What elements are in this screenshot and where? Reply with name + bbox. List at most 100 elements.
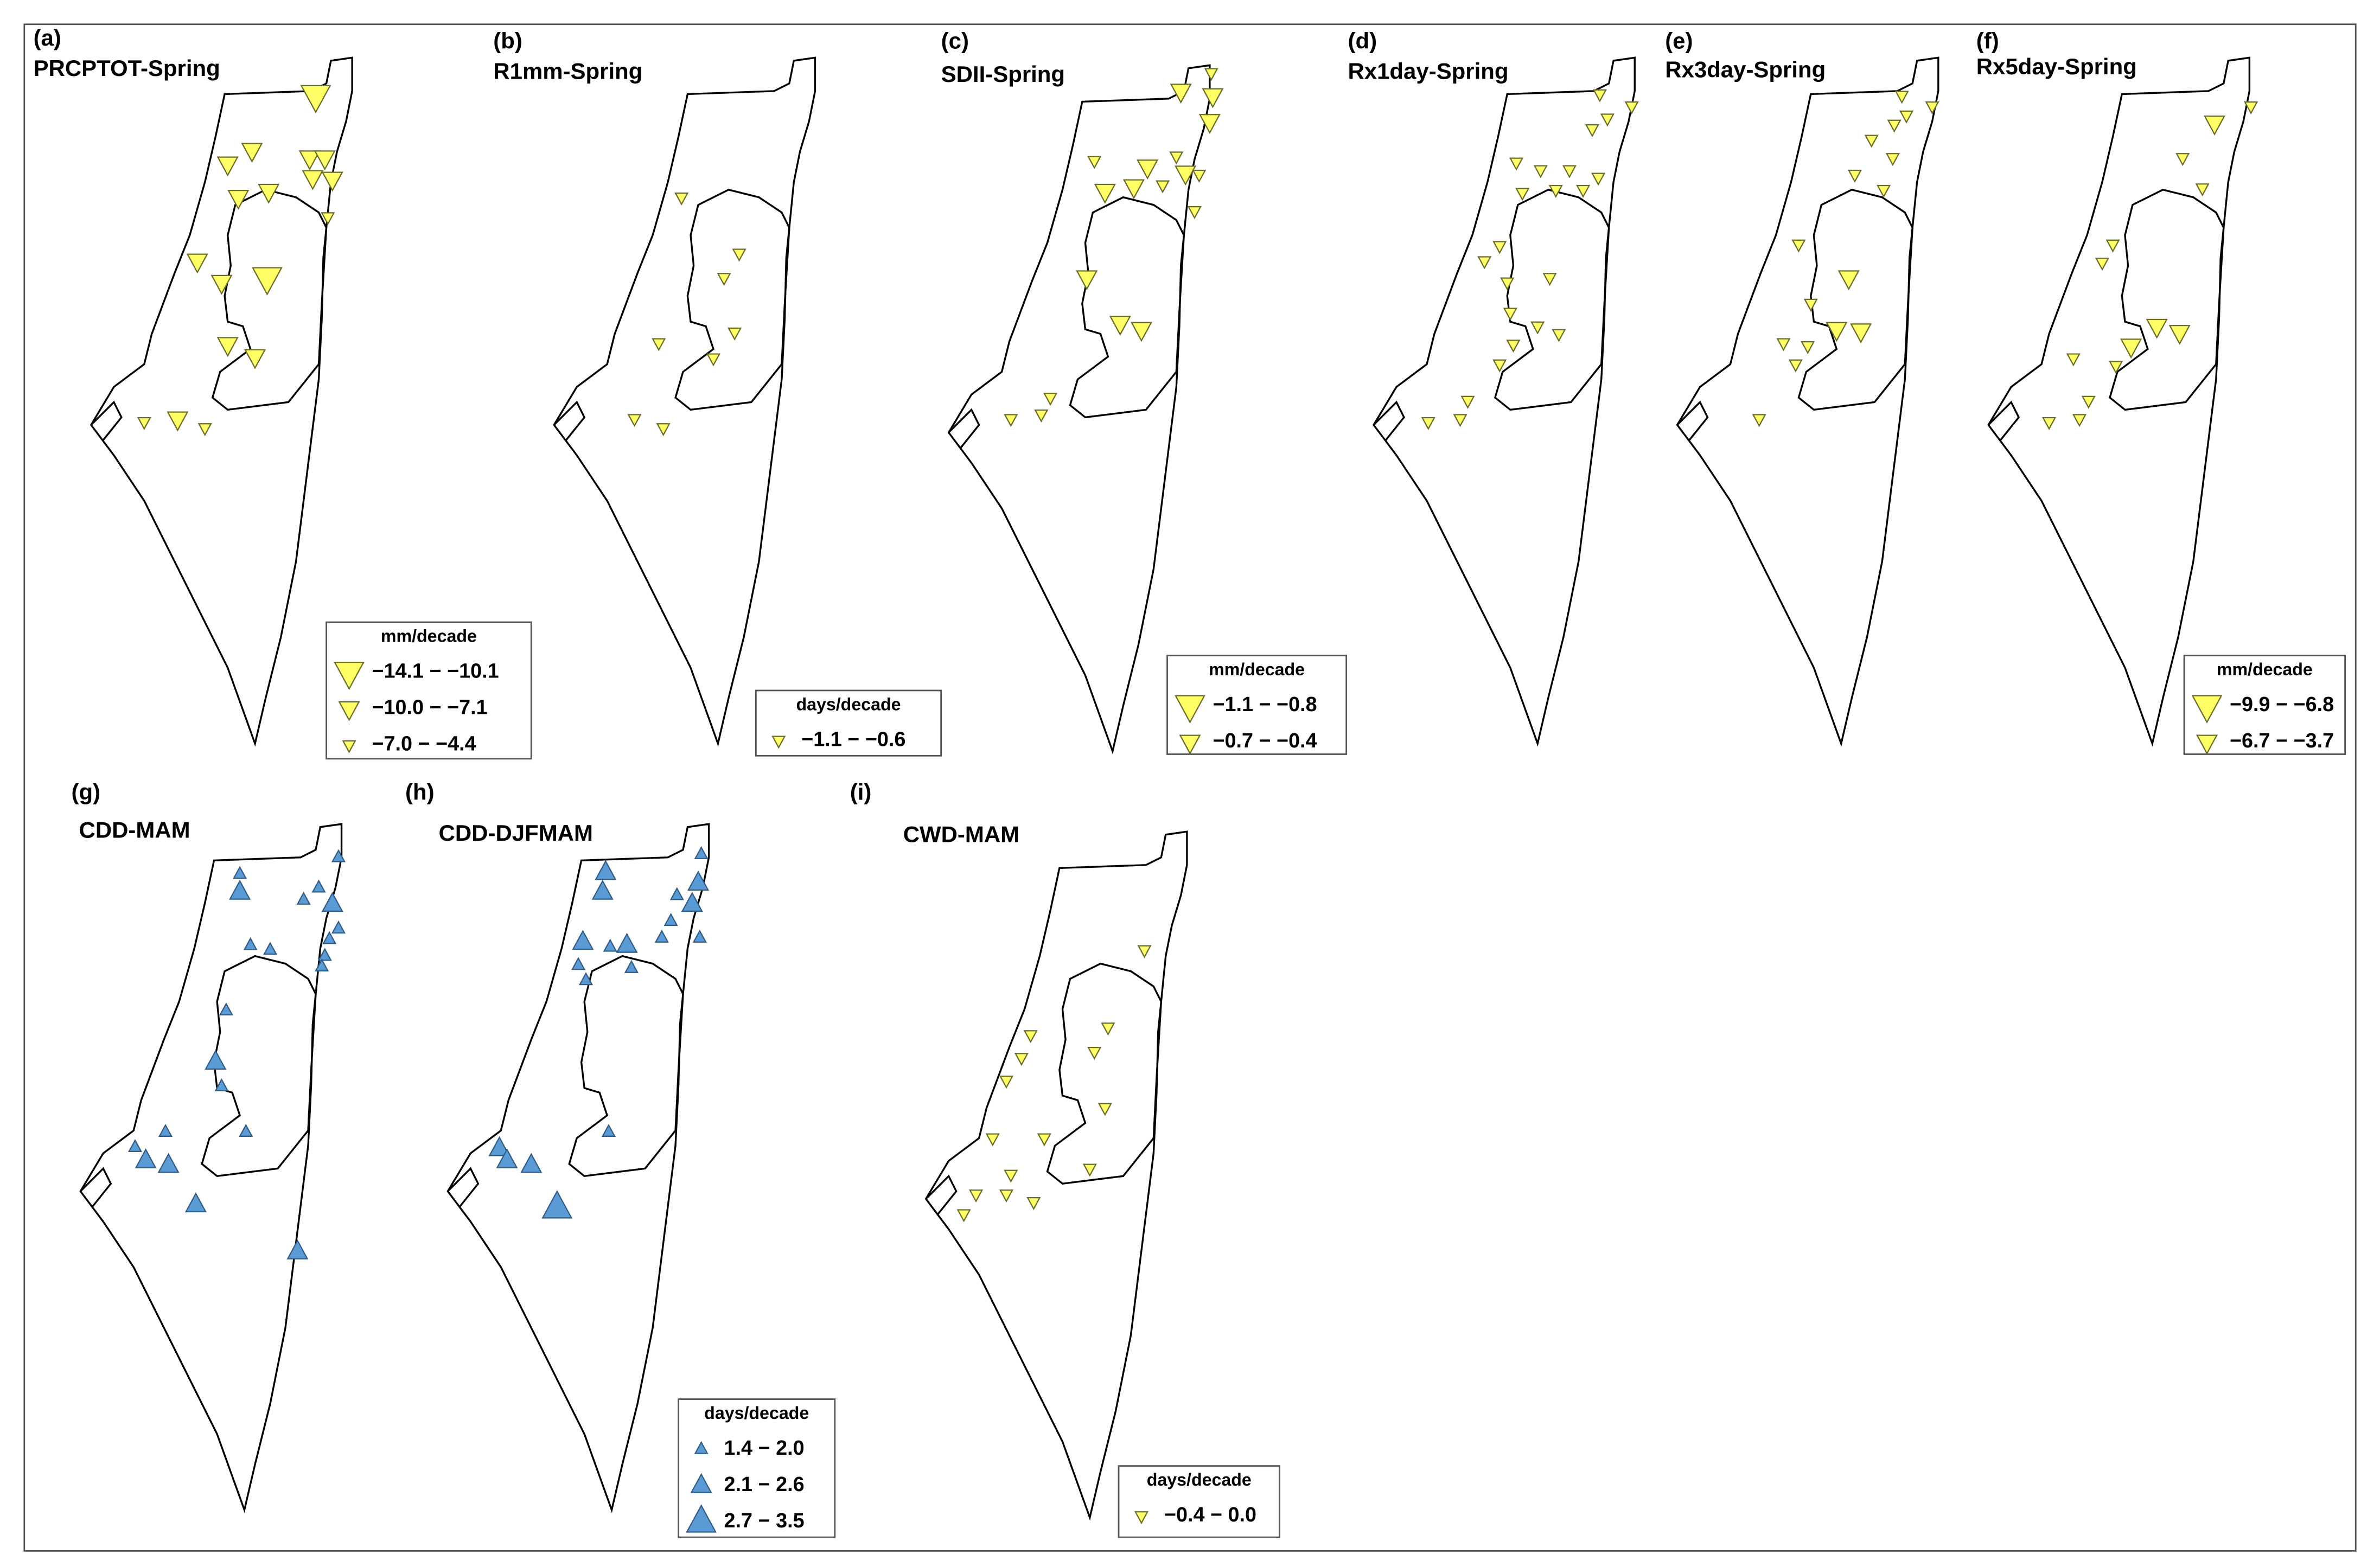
station-marker xyxy=(488,1136,511,1156)
station-marker xyxy=(1169,151,1184,165)
station-marker xyxy=(571,957,586,970)
station-marker xyxy=(1098,1103,1112,1116)
legend-title: mm/decade xyxy=(1209,660,1305,679)
station-marker xyxy=(338,701,360,721)
station-marker xyxy=(1037,1133,1051,1147)
station-marker xyxy=(1122,179,1145,200)
station-marker xyxy=(1130,322,1153,342)
station-marker xyxy=(1460,395,1475,409)
station-marker xyxy=(2196,734,2218,755)
station-marker xyxy=(2095,258,2110,271)
station-marker xyxy=(985,1133,1000,1147)
station-marker xyxy=(1014,1053,1029,1066)
panel-title: Rx3day-Spring xyxy=(1665,57,1826,82)
station-marker xyxy=(681,892,703,912)
station-marker xyxy=(1887,119,1902,133)
station-marker xyxy=(999,1076,1014,1089)
station-marker xyxy=(2195,183,2210,197)
station-marker xyxy=(302,170,324,190)
station-marker xyxy=(157,1153,180,1173)
station-marker xyxy=(216,156,239,177)
station-marker xyxy=(1192,169,1207,183)
station-marker xyxy=(1492,359,1507,373)
legend-entry: 1.4 − 2.0 xyxy=(724,1437,805,1460)
panel-title: Rx1day-Spring xyxy=(1348,58,1508,84)
station-marker xyxy=(999,1189,1014,1203)
station-marker xyxy=(1864,135,1879,148)
panel-label: (a) xyxy=(34,25,61,50)
station-marker xyxy=(219,1002,233,1016)
legend-box xyxy=(1118,1465,1280,1538)
station-marker xyxy=(1137,159,1159,180)
station-marker xyxy=(656,423,671,437)
station-marker xyxy=(1576,184,1591,198)
station-marker xyxy=(167,411,189,432)
station-marker xyxy=(1179,734,1201,755)
panel-label: (d) xyxy=(1348,28,1377,53)
station-marker xyxy=(1175,695,1205,724)
station-marker xyxy=(1506,340,1521,353)
panel-title: R1mm-Spring xyxy=(493,58,642,84)
panel-title: PRCPTOT-Spring xyxy=(34,55,220,81)
station-marker xyxy=(1004,1169,1018,1183)
station-marker xyxy=(572,930,594,950)
panel-title: SDII-Spring xyxy=(941,61,1065,87)
station-marker xyxy=(1752,414,1766,427)
station-marker xyxy=(1509,157,1524,171)
panel-label: (c) xyxy=(941,28,969,53)
panel-label: (i) xyxy=(850,779,872,804)
station-marker xyxy=(690,1473,712,1493)
station-marker xyxy=(298,150,321,171)
station-marker xyxy=(1788,359,1803,373)
station-marker xyxy=(1542,273,1557,286)
panel-label: (b) xyxy=(493,28,522,53)
station-marker xyxy=(1087,156,1102,169)
station-marker xyxy=(1187,206,1202,220)
station-marker xyxy=(654,929,669,943)
station-marker xyxy=(541,1190,573,1219)
station-marker xyxy=(1562,165,1577,178)
station-marker xyxy=(2066,353,2081,367)
station-marker xyxy=(1803,298,1818,312)
station-marker xyxy=(728,327,742,341)
station-marker xyxy=(241,143,263,163)
station-marker xyxy=(1477,256,1492,270)
panel-label: (h) xyxy=(405,779,435,804)
legend-box xyxy=(755,689,942,757)
station-marker xyxy=(627,414,642,427)
station-marker xyxy=(1548,184,1563,198)
station-marker xyxy=(2203,115,2226,136)
legend-entry: −1.1 − −0.6 xyxy=(801,728,905,751)
station-marker xyxy=(2105,239,2120,253)
station-marker xyxy=(694,1441,709,1454)
legend-entry: −6.7 − −3.7 xyxy=(2230,730,2334,752)
station-marker xyxy=(2146,318,2168,339)
station-marker xyxy=(968,1189,984,1203)
station-marker xyxy=(1023,1030,1038,1044)
station-marker xyxy=(321,171,343,192)
panel-title: CDD-MAM xyxy=(79,817,190,842)
station-marker xyxy=(2175,153,2190,167)
station-marker xyxy=(601,1123,616,1137)
station-marker xyxy=(2072,414,2087,427)
station-marker xyxy=(1591,172,1606,186)
station-marker xyxy=(2191,695,2223,724)
station-marker xyxy=(2041,417,2057,430)
station-marker xyxy=(216,337,239,357)
station-marker xyxy=(717,273,731,286)
station-marker xyxy=(956,1209,971,1223)
station-marker xyxy=(520,1153,543,1173)
station-marker xyxy=(2109,361,2123,374)
station-marker xyxy=(771,735,786,749)
station-marker xyxy=(233,866,247,879)
station-marker xyxy=(496,1148,518,1168)
legend-title: days/decade xyxy=(704,1403,809,1423)
station-marker xyxy=(732,248,746,262)
station-marker xyxy=(1877,184,1891,198)
station-marker xyxy=(210,274,233,295)
country-outline xyxy=(1987,56,2251,745)
station-marker xyxy=(1837,270,1860,291)
panel-title: Rx5day-Spring xyxy=(1976,54,2137,79)
station-marker xyxy=(244,349,266,369)
station-marker xyxy=(1530,321,1545,335)
